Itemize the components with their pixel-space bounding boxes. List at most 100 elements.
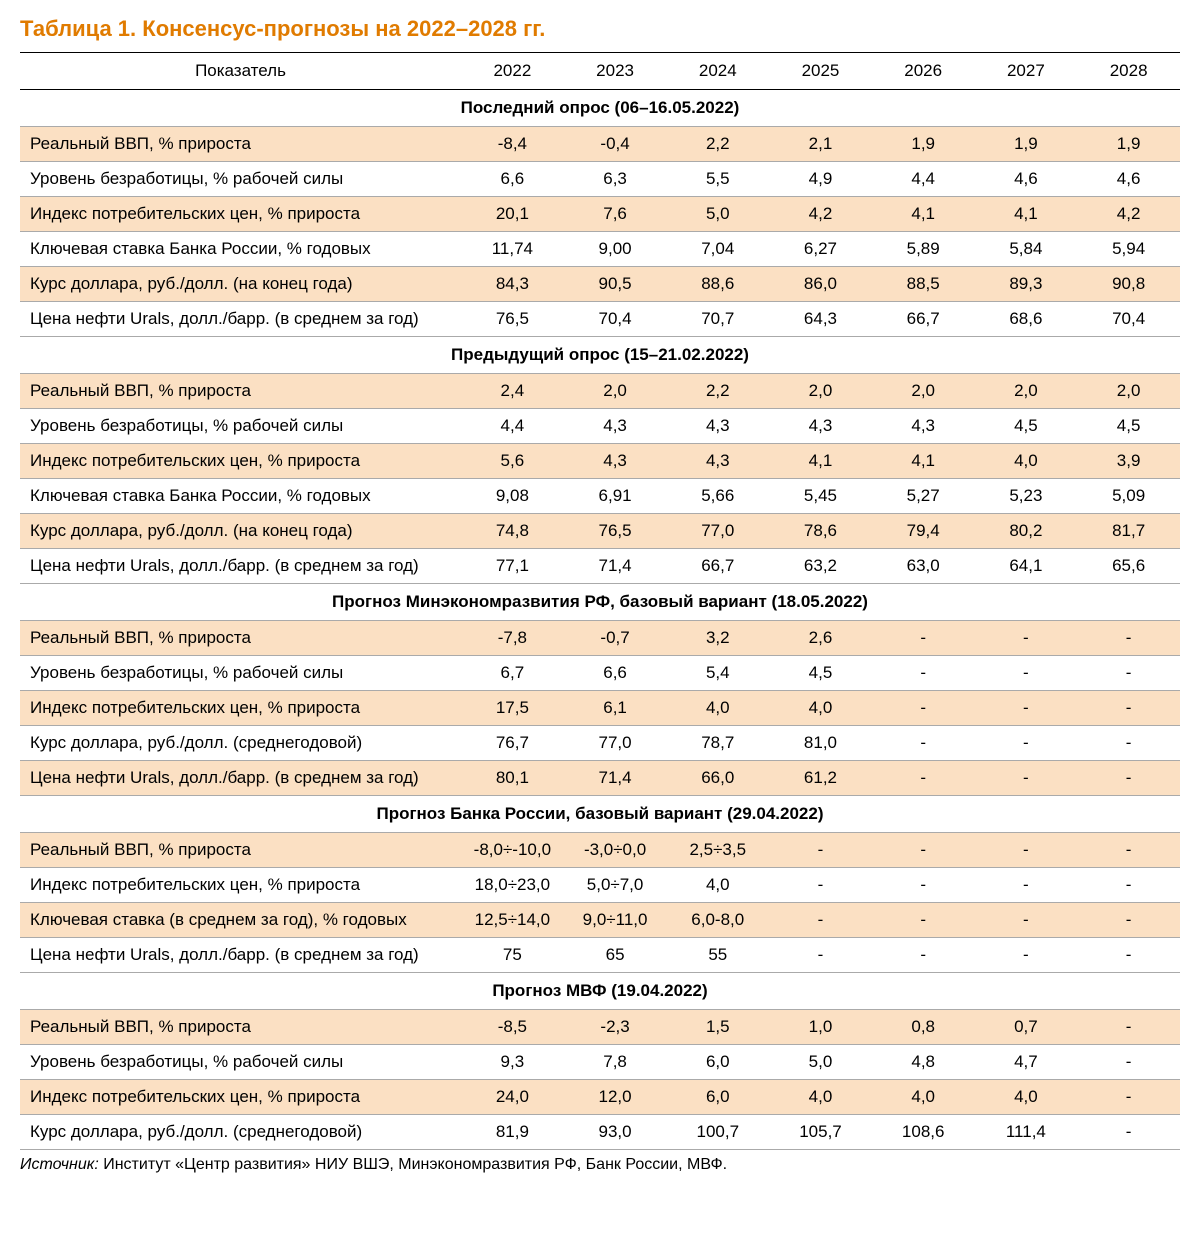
- section-header: Прогноз Минэкономразвития РФ, базовый ва…: [20, 584, 1180, 621]
- value-cell: 75: [461, 938, 564, 973]
- indicator-cell: Ключевая ставка (в среднем за год), % го…: [20, 903, 461, 938]
- value-cell: 100,7: [666, 1115, 769, 1150]
- value-cell: 3,9: [1077, 444, 1180, 479]
- value-cell: 77,0: [666, 514, 769, 549]
- value-cell: 5,27: [872, 479, 975, 514]
- value-cell: 5,6: [461, 444, 564, 479]
- value-cell: 4,0: [769, 691, 872, 726]
- value-cell: 76,5: [564, 514, 667, 549]
- value-cell: 66,7: [872, 302, 975, 337]
- value-cell: 71,4: [564, 761, 667, 796]
- value-cell: 63,0: [872, 549, 975, 584]
- value-cell: -: [975, 656, 1078, 691]
- section-header-cell: Прогноз МВФ (19.04.2022): [20, 973, 1180, 1010]
- value-cell: 90,8: [1077, 267, 1180, 302]
- table-row: Курс доллара, руб./долл. (на конец года)…: [20, 267, 1180, 302]
- value-cell: 17,5: [461, 691, 564, 726]
- value-cell: 2,5÷3,5: [666, 833, 769, 868]
- value-cell: -: [872, 938, 975, 973]
- value-cell: 6,7: [461, 656, 564, 691]
- indicator-cell: Цена нефти Urals, долл./барр. (в среднем…: [20, 761, 461, 796]
- value-cell: 61,2: [769, 761, 872, 796]
- indicator-cell: Уровень безработицы, % рабочей силы: [20, 409, 461, 444]
- value-cell: 5,5: [666, 162, 769, 197]
- value-cell: -: [769, 868, 872, 903]
- value-cell: 2,0: [564, 374, 667, 409]
- table-row: Уровень безработицы, % рабочей силы4,44,…: [20, 409, 1180, 444]
- table-row: Реальный ВВП, % прироста-8,5-2,31,51,00,…: [20, 1010, 1180, 1045]
- value-cell: 9,0÷11,0: [564, 903, 667, 938]
- value-cell: 6,91: [564, 479, 667, 514]
- section-header: Прогноз МВФ (19.04.2022): [20, 973, 1180, 1010]
- indicator-cell: Реальный ВВП, % прироста: [20, 127, 461, 162]
- value-cell: 86,0: [769, 267, 872, 302]
- value-cell: 3,2: [666, 621, 769, 656]
- value-cell: 6,0-8,0: [666, 903, 769, 938]
- value-cell: -: [975, 903, 1078, 938]
- value-cell: 18,0÷23,0: [461, 868, 564, 903]
- indicator-cell: Реальный ВВП, % прироста: [20, 1010, 461, 1045]
- value-cell: 2,2: [666, 374, 769, 409]
- value-cell: 65,6: [1077, 549, 1180, 584]
- value-cell: -: [975, 726, 1078, 761]
- value-cell: -: [1077, 1045, 1180, 1080]
- value-cell: 68,6: [975, 302, 1078, 337]
- table-row: Реальный ВВП, % прироста-7,8-0,73,22,6--…: [20, 621, 1180, 656]
- value-cell: 9,08: [461, 479, 564, 514]
- value-cell: 64,1: [975, 549, 1078, 584]
- value-cell: 1,5: [666, 1010, 769, 1045]
- value-cell: 4,6: [1077, 162, 1180, 197]
- value-cell: -: [975, 621, 1078, 656]
- value-cell: 66,0: [666, 761, 769, 796]
- value-cell: -: [872, 656, 975, 691]
- value-cell: 2,2: [666, 127, 769, 162]
- value-cell: 89,3: [975, 267, 1078, 302]
- value-cell: 78,7: [666, 726, 769, 761]
- source-note: Источник: Институт «Центр развития» НИУ …: [20, 1156, 1180, 1174]
- indicator-cell: Курс доллара, руб./долл. (среднегодовой): [20, 1115, 461, 1150]
- table-row: Уровень безработицы, % рабочей силы6,66,…: [20, 162, 1180, 197]
- table-row: Индекс потребительских цен, % прироста5,…: [20, 444, 1180, 479]
- value-cell: 4,0: [666, 691, 769, 726]
- table-row: Курс доллара, руб./долл. (среднегодовой)…: [20, 726, 1180, 761]
- value-cell: 4,5: [769, 656, 872, 691]
- value-cell: 5,23: [975, 479, 1078, 514]
- value-cell: 2,0: [769, 374, 872, 409]
- value-cell: 80,1: [461, 761, 564, 796]
- value-cell: 12,5÷14,0: [461, 903, 564, 938]
- col-year: 2028: [1077, 53, 1180, 90]
- indicator-cell: Цена нефти Urals, долл./барр. (в среднем…: [20, 549, 461, 584]
- value-cell: -: [872, 761, 975, 796]
- table-row: Уровень безработицы, % рабочей силы6,76,…: [20, 656, 1180, 691]
- indicator-cell: Индекс потребительских цен, % прироста: [20, 1080, 461, 1115]
- value-cell: -: [1077, 761, 1180, 796]
- indicator-cell: Ключевая ставка Банка России, % годовых: [20, 479, 461, 514]
- value-cell: 1,9: [1077, 127, 1180, 162]
- value-cell: -8,0÷-10,0: [461, 833, 564, 868]
- value-cell: -: [1077, 1010, 1180, 1045]
- value-cell: 90,5: [564, 267, 667, 302]
- value-cell: 6,0: [666, 1045, 769, 1080]
- value-cell: -: [872, 868, 975, 903]
- value-cell: 70,4: [1077, 302, 1180, 337]
- value-cell: 70,7: [666, 302, 769, 337]
- value-cell: 4,5: [975, 409, 1078, 444]
- value-cell: -: [872, 726, 975, 761]
- value-cell: 111,4: [975, 1115, 1078, 1150]
- col-year: 2022: [461, 53, 564, 90]
- value-cell: 12,0: [564, 1080, 667, 1115]
- value-cell: 0,7: [975, 1010, 1078, 1045]
- table-row: Ключевая ставка Банка России, % годовых9…: [20, 479, 1180, 514]
- value-cell: 24,0: [461, 1080, 564, 1115]
- value-cell: 5,09: [1077, 479, 1180, 514]
- value-cell: 2,4: [461, 374, 564, 409]
- source-text: Институт «Центр развития» НИУ ВШЭ, Минэк…: [99, 1156, 727, 1173]
- value-cell: 6,0: [666, 1080, 769, 1115]
- value-cell: 84,3: [461, 267, 564, 302]
- value-cell: 1,9: [872, 127, 975, 162]
- value-cell: 4,0: [975, 444, 1078, 479]
- value-cell: 76,7: [461, 726, 564, 761]
- value-cell: 81,0: [769, 726, 872, 761]
- value-cell: 4,3: [872, 409, 975, 444]
- value-cell: 4,1: [769, 444, 872, 479]
